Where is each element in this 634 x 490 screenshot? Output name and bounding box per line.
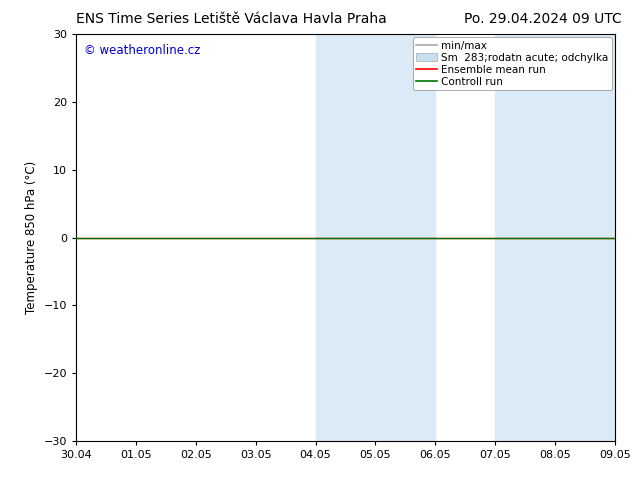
Bar [495,34,615,441]
Text: Po. 29.04.2024 09 UTC: Po. 29.04.2024 09 UTC [463,12,621,26]
Text: ENS Time Series Letiště Václava Havla Praha: ENS Time Series Letiště Václava Havla Pr… [76,12,387,26]
Y-axis label: Temperature 850 hPa (°C): Temperature 850 hPa (°C) [25,161,38,314]
Bar [316,34,436,441]
Text: © weatheronline.cz: © weatheronline.cz [84,45,200,57]
Legend: min/max, Sm  283;rodatn acute; odchylka, Ensemble mean run, Controll run: min/max, Sm 283;rodatn acute; odchylka, … [413,37,612,90]
